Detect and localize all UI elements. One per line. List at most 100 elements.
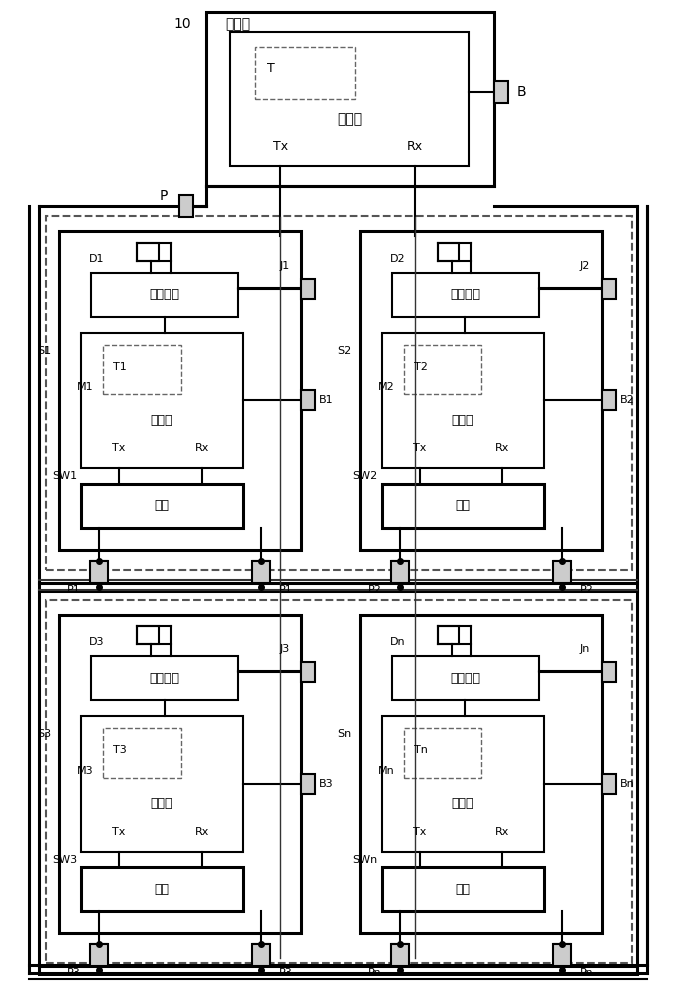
Bar — [301, 774, 315, 794]
Text: Rx: Rx — [407, 140, 422, 153]
Bar — [437, 626, 460, 644]
Text: Dn: Dn — [390, 637, 406, 647]
Bar — [360, 231, 602, 550]
Text: S1: S1 — [37, 346, 51, 356]
Text: J2: J2 — [580, 261, 590, 271]
Text: Rx: Rx — [195, 443, 209, 453]
Bar — [382, 484, 544, 528]
Text: Pn: Pn — [580, 968, 594, 978]
Text: Tx: Tx — [112, 443, 126, 453]
Bar — [391, 561, 409, 583]
Bar — [103, 728, 180, 778]
Text: J1: J1 — [279, 261, 289, 271]
Bar — [382, 716, 544, 852]
Text: Tx: Tx — [272, 140, 288, 153]
Text: B2: B2 — [620, 395, 635, 405]
Text: 处理器: 处理器 — [151, 797, 173, 810]
Bar — [81, 867, 243, 911]
Text: B: B — [516, 85, 526, 99]
Bar — [553, 561, 571, 583]
Bar — [301, 662, 315, 682]
Bar — [46, 216, 632, 570]
Text: P2: P2 — [580, 585, 594, 595]
Text: 开关: 开关 — [455, 499, 470, 512]
Bar — [206, 12, 494, 186]
Text: Tx: Tx — [413, 827, 427, 837]
Text: Tn: Tn — [414, 745, 427, 755]
Text: 处理器: 处理器 — [452, 797, 474, 810]
Text: T3: T3 — [113, 745, 126, 755]
Text: 侦测电路: 侦测电路 — [450, 672, 481, 685]
Bar — [90, 561, 108, 583]
Text: 处理器: 处理器 — [151, 414, 173, 427]
Bar — [404, 728, 481, 778]
Bar — [91, 273, 239, 317]
Bar — [231, 32, 469, 166]
Text: 处理器: 处理器 — [452, 414, 474, 427]
Text: Rx: Rx — [495, 443, 510, 453]
Text: Tx: Tx — [413, 443, 427, 453]
Text: T: T — [267, 62, 275, 75]
Text: Jn: Jn — [580, 644, 590, 654]
Text: D2: D2 — [390, 254, 406, 264]
Bar — [382, 867, 544, 911]
Bar — [81, 716, 243, 852]
Text: B1: B1 — [319, 395, 334, 405]
Text: M1: M1 — [77, 382, 94, 392]
Bar — [137, 626, 159, 644]
Text: Rx: Rx — [495, 827, 510, 837]
Text: Bn: Bn — [620, 779, 635, 789]
Text: 10: 10 — [173, 17, 191, 31]
Text: T1: T1 — [113, 362, 126, 372]
Text: P1: P1 — [279, 585, 293, 595]
Text: B3: B3 — [319, 779, 334, 789]
Text: D1: D1 — [89, 254, 105, 264]
Bar — [392, 273, 539, 317]
Text: 开关: 开关 — [154, 883, 169, 896]
Bar — [602, 390, 616, 410]
Bar — [301, 279, 315, 299]
Bar — [404, 345, 481, 394]
Text: 处理器: 处理器 — [337, 113, 362, 127]
Text: S3: S3 — [37, 729, 51, 739]
Bar — [382, 333, 544, 468]
Text: SW3: SW3 — [52, 855, 77, 865]
Text: SW2: SW2 — [353, 471, 378, 481]
Text: S2: S2 — [338, 346, 352, 356]
Bar — [602, 662, 616, 682]
Bar — [91, 656, 239, 700]
Bar — [252, 561, 270, 583]
Text: 侦测电路: 侦测电路 — [149, 672, 180, 685]
Bar — [81, 484, 243, 528]
Bar — [256, 47, 355, 99]
Bar — [360, 615, 602, 933]
Text: Mn: Mn — [378, 766, 395, 776]
Bar — [252, 944, 270, 966]
Text: Tx: Tx — [112, 827, 126, 837]
Bar — [178, 195, 193, 217]
Text: 开关: 开关 — [154, 499, 169, 512]
Text: 侦测电路: 侦测电路 — [149, 288, 180, 301]
Text: Pn: Pn — [368, 968, 382, 978]
Text: SW1: SW1 — [52, 471, 77, 481]
Bar — [81, 333, 243, 468]
Bar — [602, 774, 616, 794]
Bar — [437, 243, 460, 261]
Bar — [391, 944, 409, 966]
Bar — [103, 345, 180, 394]
Text: M3: M3 — [77, 766, 94, 776]
Text: Sn: Sn — [338, 729, 352, 739]
Bar — [59, 615, 301, 933]
Text: 侦测电路: 侦测电路 — [450, 288, 481, 301]
Bar — [602, 279, 616, 299]
Text: 控制器: 控制器 — [226, 17, 251, 31]
Text: P2: P2 — [368, 585, 382, 595]
Text: T2: T2 — [414, 362, 427, 372]
Text: P3: P3 — [279, 968, 293, 978]
Bar — [137, 243, 159, 261]
Bar — [494, 81, 508, 103]
Text: M2: M2 — [378, 382, 395, 392]
Bar — [301, 390, 315, 410]
Text: Rx: Rx — [195, 827, 209, 837]
Text: SWn: SWn — [353, 855, 378, 865]
